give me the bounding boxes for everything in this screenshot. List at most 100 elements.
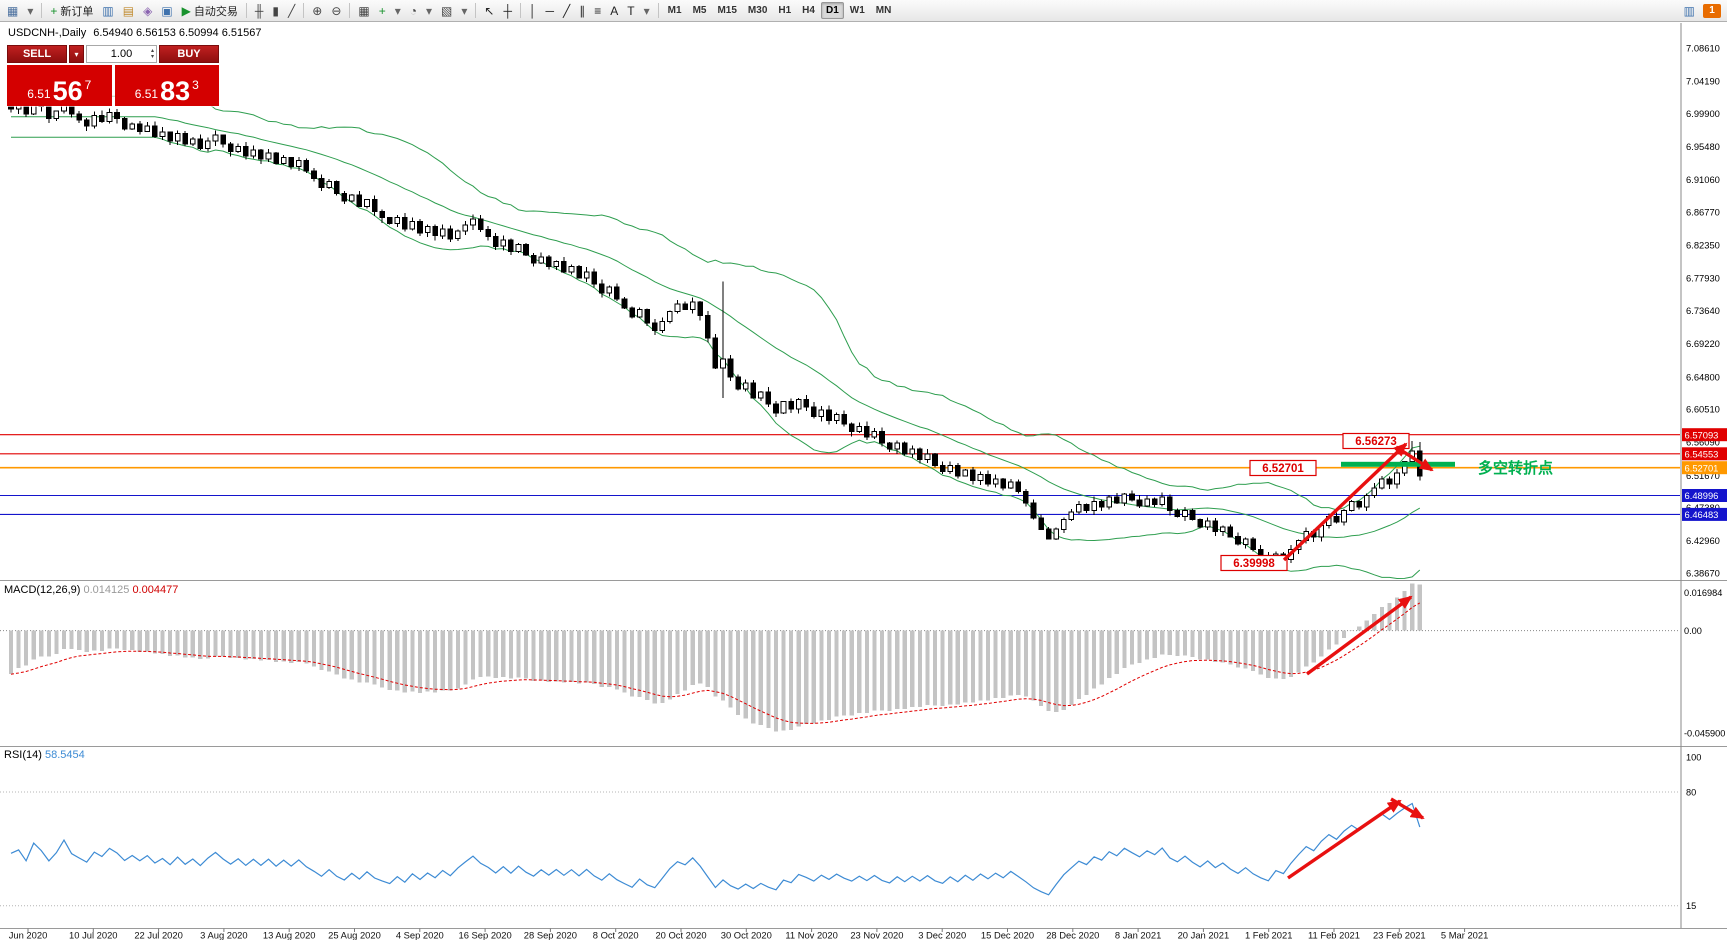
data-window-icon[interactable]: ▤ <box>119 1 138 21</box>
date-label: 4 Sep 2020 <box>396 930 444 940</box>
zoom-in-icon-glyph: ⊕ <box>312 3 323 18</box>
new-order-button-label: 新订单 <box>60 5 94 18</box>
price-tick-label: 7.04190 <box>1686 76 1720 87</box>
buy-button[interactable]: BUY <box>159 45 219 63</box>
timeframe-button-m5[interactable]: M5 <box>692 5 707 16</box>
cursor-icon[interactable]: ↖ <box>480 1 498 21</box>
date-label: 30 Oct 2020 <box>721 930 772 940</box>
indicators-caret-icon[interactable]: ▾ <box>391 1 405 21</box>
pivot-point-label[interactable]: 多空转折点 <box>1478 459 1553 477</box>
window-caret-icon[interactable]: ▾ <box>23 1 37 21</box>
fibonacci-icon-glyph: ≡ <box>594 3 602 18</box>
sell-button[interactable]: SELL <box>7 45 67 63</box>
date-label: 20 Jan 2021 <box>1178 930 1230 940</box>
terminal-icon[interactable]: ▣ <box>157 1 176 21</box>
indicators-icon[interactable]: + <box>375 1 390 21</box>
timeframe-button-m1[interactable]: M1 <box>667 5 682 16</box>
candles-icon[interactable]: ▮ <box>268 1 283 21</box>
price-tick-label: 6.42960 <box>1686 535 1720 546</box>
trade-controls-row: SELL ▾ 1.00 ▴ ▾ BUY <box>7 45 219 63</box>
rsi-axis-label: 80 <box>1686 787 1696 797</box>
price-tick-label: 6.38670 <box>1686 567 1720 578</box>
candles-icon-glyph: ▮ <box>272 3 280 18</box>
timeframe-button-m15[interactable]: M15 <box>717 5 737 16</box>
spinner-down-icon[interactable]: ▾ <box>150 54 154 60</box>
trend-arrow-rsi[interactable] <box>1390 797 1425 820</box>
ask-price-sup: 3 <box>192 78 199 92</box>
date-label: 23 Nov 2020 <box>850 930 903 940</box>
price-tick-label: 6.51670 <box>1686 470 1720 481</box>
macd-panel[interactable] <box>0 583 1680 732</box>
shapes-caret-icon[interactable]: ▾ <box>640 1 654 21</box>
channel-icon-glyph: ∥ <box>579 3 586 18</box>
volume-input[interactable]: 1.00 ▴ ▾ <box>86 45 157 63</box>
timeframe-button-d1[interactable]: D1 <box>820 2 844 19</box>
macd-name: MACD(12,26,9) <box>4 584 81 596</box>
date-label: 22 Jul 2020 <box>134 930 182 940</box>
date-label: 8 Jan 2021 <box>1115 930 1161 940</box>
price-annotation-box[interactable]: 6.56273 <box>1342 432 1410 450</box>
timeframe-button-mn[interactable]: MN <box>875 5 892 16</box>
rsi-panel[interactable] <box>0 791 1680 907</box>
trend-arrow-main[interactable] <box>1282 442 1408 562</box>
trend-arrow-rsi[interactable] <box>1287 799 1402 880</box>
crosshair-icon[interactable]: ┼ <box>499 1 516 21</box>
price-tick-label: 6.95480 <box>1686 141 1720 152</box>
ohlc-values-label: 6.54940 6.56153 6.50994 6.51567 <box>93 27 262 39</box>
timeframe-button-w1[interactable]: W1 <box>849 5 865 16</box>
buy-price-box[interactable]: 6.51 83 3 <box>114 65 219 106</box>
ohlc-bars-icon-glyph: ╫ <box>254 3 264 18</box>
ohlc-bars-icon[interactable]: ╫ <box>251 1 268 21</box>
macd-indicator-label: MACD(12,26,9) 0.014125 0.004477 <box>4 584 178 596</box>
spinner-up-icon[interactable]: ▴ <box>150 48 154 54</box>
price-tick-label: 6.99900 <box>1686 108 1720 119</box>
timeframe-button-h4[interactable]: H4 <box>802 5 815 16</box>
text-icon-glyph: A <box>610 3 619 18</box>
volume-spinner[interactable]: ▴ ▾ <box>151 47 154 61</box>
periods-icon[interactable]: ◔ <box>406 1 421 21</box>
label-icon[interactable]: T <box>623 1 638 21</box>
chart-window-icon[interactable]: ▦ <box>3 1 22 21</box>
vertical-line-icon[interactable]: │ <box>525 1 541 21</box>
notification-badge[interactable]: 1 <box>1703 3 1721 18</box>
trend-arrow-main[interactable] <box>1395 445 1434 472</box>
date-label: 1 Feb 2021 <box>1245 930 1292 940</box>
zoom-in-icon[interactable]: ⊕ <box>308 1 326 21</box>
periods-caret-icon[interactable]: ▾ <box>422 1 436 21</box>
channel-icon[interactable]: ∥ <box>575 1 589 21</box>
sell-price-box[interactable]: 6.51 56 7 <box>7 65 112 106</box>
new-order-button[interactable]: + 新订单 <box>46 1 97 21</box>
macd-signal-line <box>10 602 1421 724</box>
fibonacci-icon[interactable]: ≡ <box>590 1 605 21</box>
date-label: 11 Nov 2020 <box>785 930 837 940</box>
price-annotation-box[interactable]: 6.39998 <box>1220 554 1288 572</box>
tile-windows-icon[interactable]: ▦ <box>354 1 373 21</box>
timeframe-button-h1[interactable]: H1 <box>778 5 792 16</box>
timeframe-button-m30[interactable]: M30 <box>747 5 768 16</box>
price-annotation-box[interactable]: 6.52701 <box>1249 459 1317 477</box>
trend-arrow-macd[interactable] <box>1305 595 1413 676</box>
pivot-level-segment[interactable] <box>1341 461 1455 467</box>
autotrading-button[interactable]: ▶ 自动交易 <box>178 1 242 21</box>
templates-caret-icon[interactable]: ▾ <box>457 1 471 21</box>
trendline-icon[interactable]: ╱ <box>559 1 574 21</box>
data-window-icon-glyph: ▤ <box>122 3 135 18</box>
templates-icon-glyph: ▧ <box>441 3 453 18</box>
date-label: 28 Dec 2020 <box>1046 930 1099 940</box>
zoom-out-icon[interactable]: ⊖ <box>327 1 345 21</box>
ask-price-big: 83 <box>160 76 191 106</box>
line-chart-icon[interactable]: ╱ <box>284 1 299 21</box>
price-axis-tag <box>1682 507 1727 521</box>
horizontal-line-icon[interactable]: ─ <box>542 1 559 21</box>
main-chart-panel[interactable] <box>0 95 1680 580</box>
templates-icon[interactable]: ▧ <box>437 1 456 21</box>
bid-price-small: 6.51 <box>27 87 51 101</box>
chart-shift-icon[interactable]: ▥ <box>1680 1 1699 21</box>
macd-axis-label: 0.016984 <box>1684 588 1722 598</box>
new-order-button-glyph: + <box>50 3 58 18</box>
order-options-caret[interactable]: ▾ <box>69 45 84 63</box>
text-icon[interactable]: A <box>606 1 622 21</box>
market-watch-icon[interactable]: ▥ <box>98 1 117 21</box>
navigator-icon[interactable]: ◈ <box>139 1 156 21</box>
